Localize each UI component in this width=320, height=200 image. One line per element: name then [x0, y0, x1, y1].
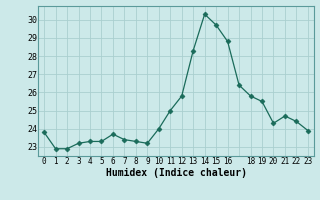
X-axis label: Humidex (Indice chaleur): Humidex (Indice chaleur)	[106, 168, 246, 178]
